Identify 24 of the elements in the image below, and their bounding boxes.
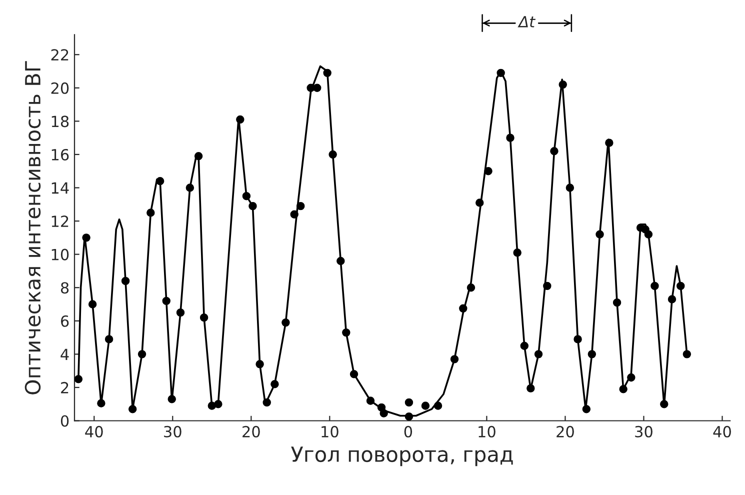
text: Δt	[518, 16, 536, 28]
x-tick-label: 40	[713, 426, 731, 438]
x-tick-label: 30	[635, 426, 652, 438]
x-tick-label: 20	[556, 426, 574, 438]
y-tick-label: 4	[60, 348, 69, 360]
y-tick-label: 16	[52, 148, 69, 160]
y-tick-label: 18	[52, 116, 69, 128]
y-tick-label: 12	[52, 216, 68, 227]
y-tick-label: 14	[52, 182, 69, 194]
y-tick-label: 0	[60, 415, 69, 427]
y-tick-label: 10	[52, 248, 69, 260]
x-tick-label: 10	[322, 426, 338, 438]
x-tick-label: 20	[242, 426, 260, 438]
x-tick-label: 30	[164, 426, 182, 438]
y-axis-title: Оптическая интенсивность ВГ	[24, 61, 41, 394]
y-tick-label: 2	[61, 382, 68, 394]
x-axis-title: Угол поворота, град	[291, 446, 513, 466]
y-tick-label: 6	[60, 315, 69, 327]
x-tick-label: 40	[85, 426, 103, 438]
y-tick-label: 22	[51, 49, 68, 60]
x-tick-label: 10	[478, 426, 496, 438]
y-tick-label: 20	[51, 82, 69, 94]
y-tick-label: 8	[60, 282, 69, 294]
x-tick-label: 0	[404, 426, 412, 438]
